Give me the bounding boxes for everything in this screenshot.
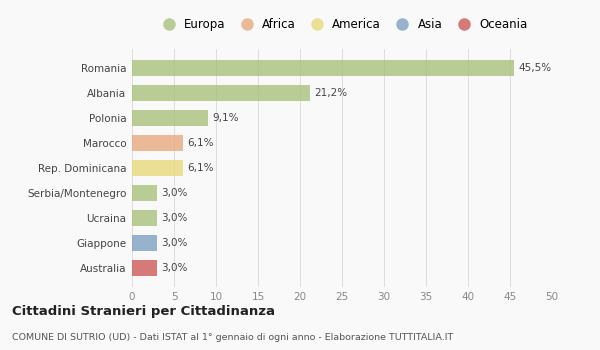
Text: 3,0%: 3,0%: [161, 263, 188, 273]
Text: 6,1%: 6,1%: [187, 138, 214, 148]
Text: 9,1%: 9,1%: [212, 113, 239, 123]
Bar: [132, 160, 183, 176]
Bar: [132, 185, 157, 201]
Text: COMUNE DI SUTRIO (UD) - Dati ISTAT al 1° gennaio di ogni anno - Elaborazione TUT: COMUNE DI SUTRIO (UD) - Dati ISTAT al 1°…: [12, 332, 453, 342]
Bar: [132, 135, 183, 151]
Text: 6,1%: 6,1%: [187, 163, 214, 173]
Legend: Europa, Africa, America, Asia, Oceania: Europa, Africa, America, Asia, Oceania: [154, 16, 530, 34]
Bar: [132, 210, 157, 226]
Bar: [132, 85, 310, 101]
Text: 21,2%: 21,2%: [314, 88, 347, 98]
Bar: [132, 260, 157, 276]
Text: 3,0%: 3,0%: [161, 238, 188, 248]
Bar: [132, 110, 208, 126]
Text: 45,5%: 45,5%: [518, 63, 551, 73]
Text: Cittadini Stranieri per Cittadinanza: Cittadini Stranieri per Cittadinanza: [12, 304, 275, 317]
Text: 3,0%: 3,0%: [161, 213, 188, 223]
Bar: [132, 60, 514, 76]
Bar: [132, 235, 157, 251]
Text: 3,0%: 3,0%: [161, 188, 188, 198]
